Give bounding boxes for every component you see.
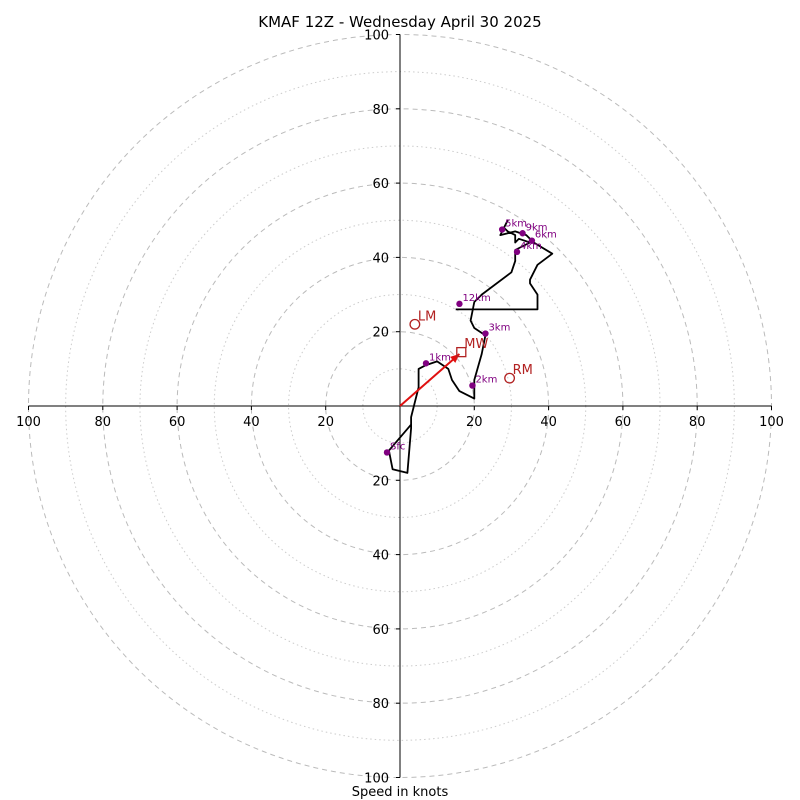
x-tick-label: 40 bbox=[540, 415, 557, 430]
marker-9km bbox=[519, 230, 526, 237]
marker-3km bbox=[482, 330, 489, 337]
marker-label-6km: 6km bbox=[535, 230, 557, 241]
y-tick-label: 80 bbox=[372, 103, 389, 118]
x-tick-label: 20 bbox=[317, 415, 334, 430]
marker-label-9km: 9km bbox=[526, 222, 548, 233]
marker-label-sfc: Sfc bbox=[390, 441, 405, 452]
y-tick-label: 20 bbox=[372, 474, 389, 489]
storm-motion-label-rm: RM bbox=[513, 363, 533, 378]
y-tick-label: 60 bbox=[372, 177, 389, 192]
marker-label-1km: 1km bbox=[429, 352, 451, 363]
marker-12km bbox=[456, 300, 463, 308]
marker-6km bbox=[528, 237, 536, 244]
x-tick-label: 20 bbox=[466, 415, 483, 430]
marker-sfc bbox=[383, 449, 391, 456]
y-tick-label: 20 bbox=[372, 326, 389, 341]
y-tick-label: 40 bbox=[372, 251, 389, 266]
shear-vector-line bbox=[399, 353, 461, 407]
tick-labels: 100 80 60 40 20 20 40 60 80 100 100 80 60 40 20 20 40 60 8… bbox=[16, 29, 784, 787]
y-tick-label: 80 bbox=[372, 697, 389, 712]
hodograph-line bbox=[387, 219, 554, 474]
x-axis-label: Speed in knots bbox=[352, 785, 449, 800]
x-tick-label: 60 bbox=[615, 415, 632, 430]
storm-motion-label-lm: LM bbox=[418, 309, 436, 324]
y-tick-label: 40 bbox=[372, 549, 389, 564]
marker-1km bbox=[422, 360, 430, 367]
storm-motion-rm bbox=[504, 372, 516, 384]
storm-motion-mw bbox=[456, 346, 467, 358]
x-tick-label: 100 bbox=[16, 415, 41, 430]
marker-label-4km: 4km bbox=[520, 241, 542, 252]
y-tick-label: 100 bbox=[364, 772, 389, 787]
hodograph-trace bbox=[387, 219, 554, 474]
chart-title: KMAF 12Z - Wednesday April 30 2025 bbox=[258, 13, 541, 31]
x-tick-label: 40 bbox=[243, 415, 260, 430]
storm-motion-lm bbox=[409, 318, 421, 330]
marker-4km bbox=[513, 248, 521, 256]
storm-motion-markers: RM LM MW bbox=[409, 309, 533, 384]
x-tick-label: 100 bbox=[759, 415, 784, 430]
marker-2km bbox=[469, 382, 476, 389]
x-tick-label: 80 bbox=[95, 415, 112, 430]
marker-label-5km: 5km bbox=[505, 219, 527, 230]
marker-5km bbox=[498, 226, 506, 233]
storm-motion-label-mw: MW bbox=[464, 337, 488, 352]
marker-label-2km: 2km bbox=[475, 375, 497, 386]
marker-label-12km: 12km bbox=[462, 293, 490, 304]
x-tick-label: 60 bbox=[169, 415, 186, 430]
y-tick-label: 60 bbox=[372, 623, 389, 638]
marker-label-3km: 3km bbox=[488, 323, 510, 334]
x-tick-label: 80 bbox=[689, 415, 706, 430]
y-tick-label: 100 bbox=[364, 29, 389, 44]
